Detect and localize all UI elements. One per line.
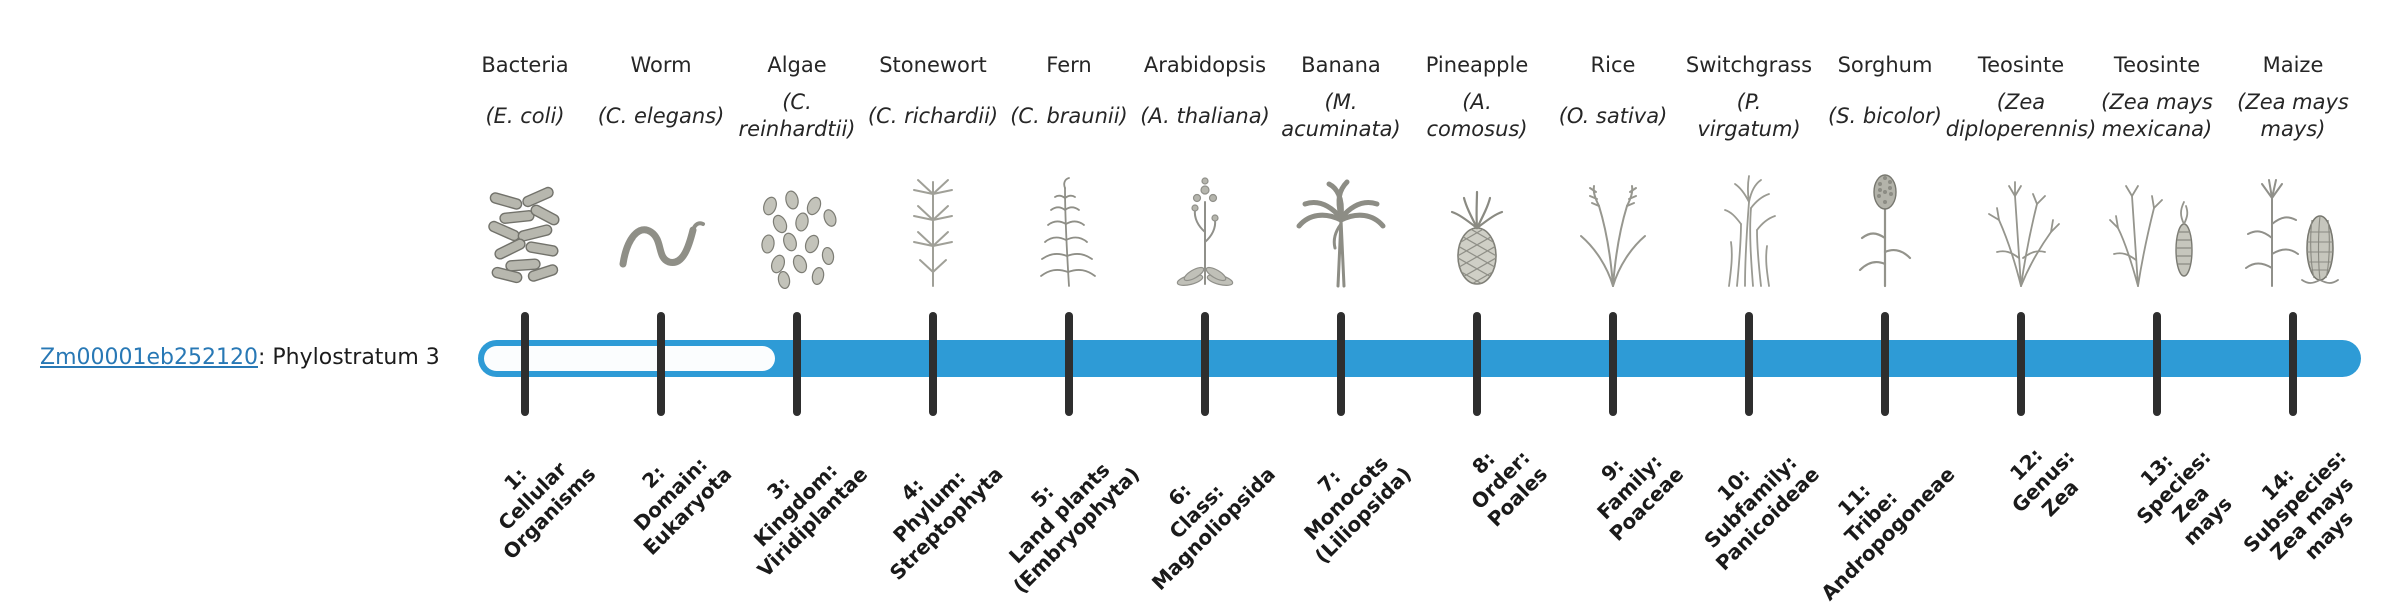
stratum-label-9: 9: Family: Poaceae — [1570, 428, 1688, 546]
species-common-name: Maize — [2203, 52, 2383, 78]
stratum-tick-10 — [1745, 312, 1753, 416]
phylostrata-bar — [478, 340, 2361, 377]
gene-phylostratum-text: : Phylostratum 3 — [258, 345, 440, 370]
stratum-label-3: 3: Kingdom: Viridiplantae — [718, 428, 872, 582]
stratum-tick-3 — [793, 312, 801, 416]
stratum-label-1: 1: Cellular Organisms — [464, 428, 600, 564]
stratum-label-6: 6: Class: Magnoliopsida — [1113, 428, 1280, 595]
stratum-tick-6 — [1201, 312, 1209, 416]
stratum-label-8: 8: Order: Poales — [1449, 428, 1552, 531]
stratum-label-12: 12: Genus: Zea — [1990, 428, 2096, 534]
species-column-14: Maize (Zea mays mays) — [2203, 52, 2383, 290]
maize-icon — [2203, 150, 2383, 290]
stratum-tick-7 — [1337, 312, 1345, 416]
stratum-tick-13 — [2153, 312, 2161, 416]
stratum-label-11: 11: Tribe: Andropogoneae — [1783, 428, 1960, 605]
stratum-label-5: 5: Land plants (Embryophyta) — [974, 428, 1144, 598]
stratum-label-4: 4: Phylum: Streptophyta — [851, 428, 1008, 585]
gene-id-link[interactable]: Zm00001eb252120 — [40, 345, 258, 370]
stratum-tick-9 — [1609, 312, 1617, 416]
stratum-tick-4 — [929, 312, 937, 416]
stratum-tick-14 — [2289, 312, 2297, 416]
phylostratigraphy-figure: Zm00001eb252120: Phylostratum 3 Bacteria… — [0, 0, 2400, 580]
species-scientific-name: (Zea mays mays) — [2203, 84, 2383, 148]
stratum-tick-5 — [1065, 312, 1073, 416]
stratum-tick-11 — [1881, 312, 1889, 416]
stratum-label-13: 13: Species: Zea mays — [2114, 428, 2249, 563]
stratum-tick-12 — [2017, 312, 2025, 416]
stratum-tick-8 — [1473, 312, 1481, 416]
stratum-tick-1 — [521, 312, 529, 416]
stratum-label-2: 2: Domain: Eukaryota — [604, 428, 736, 560]
stratum-label-7: 7: Monocots (Liliopsida) — [1276, 428, 1416, 568]
gene-label: Zm00001eb252120: Phylostratum 3 — [40, 345, 440, 370]
stratum-tick-2 — [657, 312, 665, 416]
stratum-label-14: 14: Subspecies: Zea mays mays — [2222, 428, 2385, 591]
